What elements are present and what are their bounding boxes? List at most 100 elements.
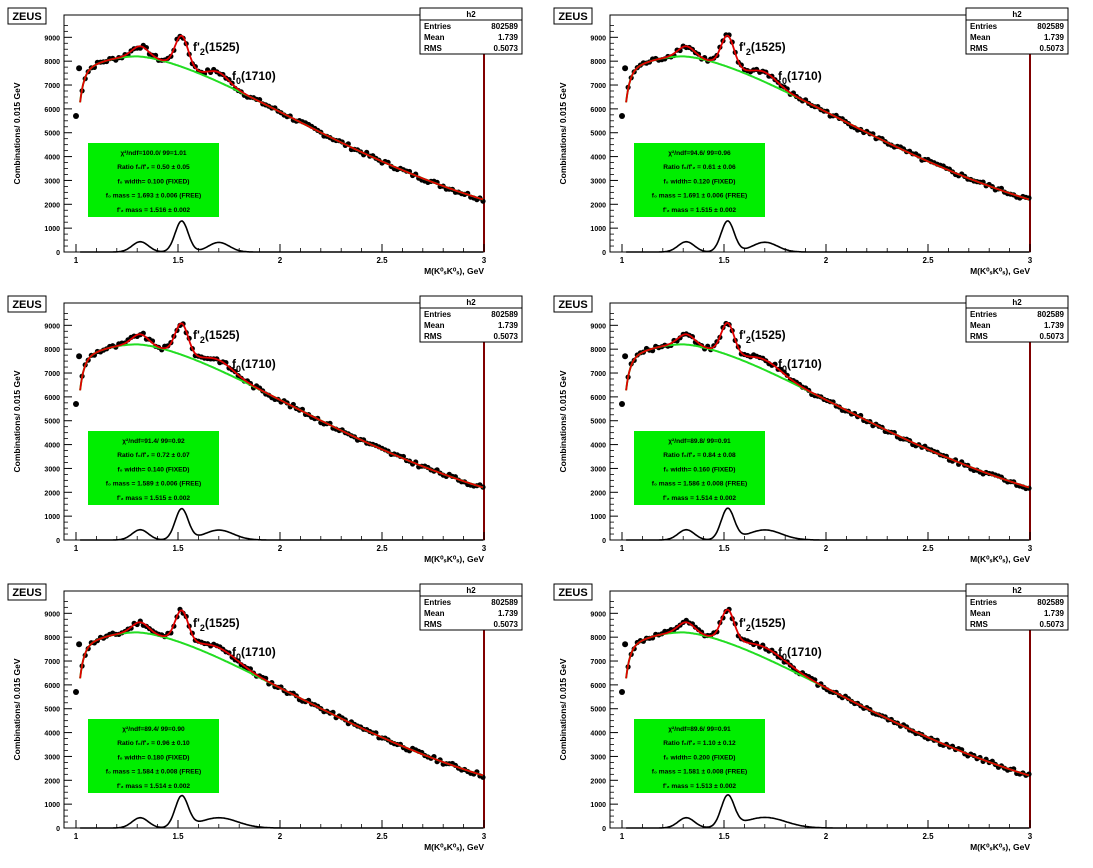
y-tick-label: 3000 [44,466,60,473]
stats-title: h2 [1012,298,1022,307]
y-axis-title: Combinations/ 0.015 GeV [12,370,22,472]
stats-value: 0.5073 [494,620,519,629]
stats-box [419,7,523,55]
stats-label: RMS [424,332,442,341]
x-axis-title: M(K⁰ₛK⁰ₛ), GeV [970,554,1030,564]
stats-value: 802589 [1037,22,1064,31]
stats-value: 0.5073 [494,44,519,53]
x-tick-label: 2 [824,256,829,265]
fit-info-line: Ratio f₀/f'₂ = 0.72 ± 0.07 [117,452,190,459]
x-tick-label: 1.5 [718,256,730,265]
fit-info-line: χ²/ndf=89.6/ 99=0.91 [668,726,731,733]
total-fit-curve [625,608,1030,777]
fit-info-line: f'₂ mass = 1.515 ± 0.002 [663,207,737,214]
peak-label-f0: f0(1710) [778,357,822,374]
y-tick-label: 1000 [590,802,606,809]
stats-label: Entries [424,598,452,607]
data-point [73,113,79,119]
x-tick-label: 1.5 [172,832,184,841]
y-tick-label: 2000 [590,490,606,497]
stats-value: 1.739 [1044,609,1065,618]
experiment-label: ZEUS [558,299,587,311]
stats-label: Mean [970,33,991,42]
stats-label: RMS [970,332,988,341]
stats-label: Entries [970,22,998,31]
fit-info-line: χ²/ndf=100.0/ 99=1.01 [120,150,186,157]
y-tick-label: 0 [602,250,606,257]
fit-info-line: Ratio f₀/f'₂ = 0.96 ± 0.10 [117,740,190,747]
y-tick-label: 7000 [590,659,606,666]
fit-info-line: Ratio f₀/f'₂ = 0.50 ± 0.05 [117,164,190,171]
chart-panel: ZEUS h2 Entries 802589 Mean 1.739 RMS 0.5073 0 10… [553,583,1069,852]
experiment-label: ZEUS [12,299,41,311]
y-tick-label: 8000 [44,59,60,66]
y-tick-label: 8000 [590,347,606,354]
fit-info-line: Ratio f₀/f'₂ = 0.84 ± 0.08 [663,452,736,459]
x-tick-label: 2.5 [922,544,934,553]
x-tick-label: 2 [824,832,829,841]
fit-info-line: f'₂ mass = 1.516 ± 0.002 [117,207,191,214]
stats-label: Entries [424,22,452,31]
experiment-label: ZEUS [12,587,41,599]
peak-label-f0: f0(1710) [232,69,276,86]
y-tick-label: 5000 [590,419,606,426]
y-tick-label: 9000 [44,611,60,618]
stats-label: Entries [970,598,998,607]
y-tick-label: 5000 [44,707,60,714]
fit-info-line: f₀ width= 0.120 (FIXED) [663,178,735,185]
y-axis-title: Combinations/ 0.015 GeV [12,658,22,760]
y-tick-label: 7000 [44,83,60,90]
y-tick-label: 3000 [590,754,606,761]
y-tick-label: 9000 [590,323,606,330]
y-tick-label: 5000 [590,707,606,714]
y-tick-label: 0 [56,538,60,545]
fit-info-line: f'₂ mass = 1.515 ± 0.002 [117,495,191,502]
y-tick-label: 7000 [590,83,606,90]
x-tick-label: 3 [482,256,487,265]
y-tick-label: 6000 [590,683,606,690]
chart-panel: ZEUS h2 Entries 802589 Mean 1.739 RMS 0.5073 0 10… [7,7,523,276]
x-tick-label: 1 [74,832,79,841]
x-tick-label: 3 [1028,256,1033,265]
y-tick-label: 6000 [590,395,606,402]
x-tick-label: 3 [1028,832,1033,841]
y-tick-label: 6000 [590,107,606,114]
stats-value: 1.739 [1044,33,1065,42]
fit-info-box [634,719,765,793]
stats-title: h2 [466,298,476,307]
y-tick-label: 2000 [44,778,60,785]
y-tick-label: 3000 [44,178,60,185]
y-tick-label: 9000 [44,35,60,42]
experiment-label-box [553,7,593,25]
data-point [73,401,79,407]
stats-value: 802589 [1037,310,1064,319]
y-tick-label: 7000 [44,659,60,666]
data-point [76,65,83,72]
y-tick-label: 4000 [590,443,606,450]
y-tick-label: 1000 [44,802,60,809]
y-tick-label: 4000 [44,155,60,162]
stats-label: Mean [424,609,445,618]
x-tick-label: 1 [620,544,625,553]
fit-info-line: f₀ width= 0.180 (FIXED) [117,754,189,761]
x-tick-label: 1.5 [172,256,184,265]
peak-label-f0: f0(1710) [232,357,276,374]
stats-title: h2 [1012,10,1022,19]
total-fit-curve [79,609,484,777]
stats-box [965,7,1069,55]
stats-value: 802589 [491,310,518,319]
y-tick-label: 2000 [590,778,606,785]
peak-label-f0: f0(1710) [778,645,822,662]
stats-value: 802589 [1037,598,1064,607]
stats-label: Mean [970,609,991,618]
data-point [622,65,629,72]
y-tick-label: 9000 [590,611,606,618]
y-axis-title: Combinations/ 0.015 GeV [558,658,568,760]
x-tick-label: 2 [278,832,283,841]
experiment-label-box [7,295,47,313]
fit-info-box [634,143,765,217]
resonance-components [80,220,483,253]
y-tick-label: 4000 [44,443,60,450]
stats-label: RMS [424,620,442,629]
x-tick-label: 2 [278,256,283,265]
